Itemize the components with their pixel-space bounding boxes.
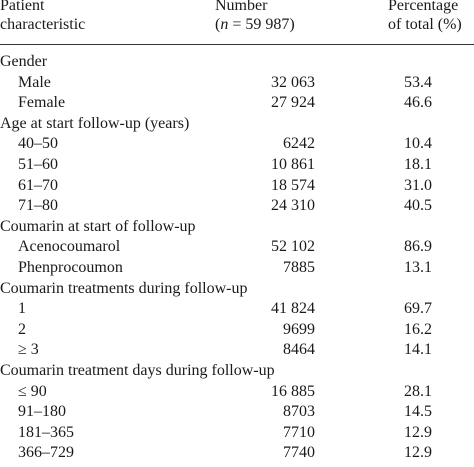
row-number: 16 885 — [271, 382, 315, 400]
row-label: ≤ 90 — [18, 382, 47, 400]
row-label: Phenprocoumon — [18, 259, 123, 276]
row-percentage: 28.1 — [404, 382, 432, 400]
row-label: 51–60 — [18, 156, 58, 173]
section-title: Coumarin at start of follow-up — [0, 217, 196, 235]
row-number: 32 063 — [271, 73, 315, 91]
row-label: 71–80 — [18, 197, 58, 215]
header-text: ( — [215, 16, 221, 33]
row-percentage: 10.4 — [404, 135, 432, 153]
row-label: ≥ 3 — [18, 341, 39, 359]
row-label: Acenocoumarol — [18, 238, 121, 256]
row-percentage: 12.9 — [404, 423, 432, 441]
row-percentage: 14.5 — [404, 403, 432, 421]
row-number: 7885 — [283, 259, 315, 276]
row-label: ≥ 730 — [18, 464, 55, 467]
header-label: Patient — [0, 0, 45, 14]
row-label: 181–365 — [18, 423, 74, 441]
row-number: 24 310 — [271, 197, 315, 215]
row-percentage: 46.6 — [404, 94, 432, 112]
row-number: 52 102 — [271, 238, 315, 256]
header-label: of total (%) — [388, 16, 462, 33]
row-label: Female — [18, 94, 66, 112]
row-number: 27 924 — [271, 94, 315, 112]
row-percentage: 31.6 — [404, 464, 432, 467]
row-percentage: 86.9 — [404, 238, 432, 256]
header-label: Number — [215, 0, 268, 14]
row-number: 18 574 — [271, 176, 315, 194]
row-percentage: 18.1 — [404, 156, 432, 173]
row-percentage: 31.0 — [404, 176, 432, 194]
row-label: 1 — [18, 300, 26, 318]
row-label: 366–729 — [18, 444, 74, 462]
section-title: Age at start follow-up (years) — [0, 114, 190, 132]
row-number: 8464 — [283, 341, 315, 359]
row-number: 7710 — [283, 423, 315, 441]
row-label: Male — [18, 73, 51, 91]
row-label: 40–50 — [18, 135, 58, 153]
section-title: Coumarin treatment days during follow-up — [0, 362, 275, 379]
row-percentage: 12.9 — [404, 444, 432, 462]
section-title: Coumarin treatments during follow-up — [0, 279, 248, 297]
header-label: (n = 59 987) — [215, 15, 295, 35]
header-text: = 59 987) — [228, 16, 295, 33]
row-number: 9699 — [283, 320, 315, 338]
row-percentage: 14.1 — [404, 341, 432, 359]
section-title: Gender — [0, 53, 48, 70]
header-label: Percentage — [388, 0, 459, 14]
header-label: characteristic — [0, 16, 86, 33]
row-number: 41 824 — [271, 300, 315, 318]
row-percentage: 69.7 — [404, 300, 432, 318]
row-percentage: 40.5 — [404, 197, 432, 215]
header-rule — [0, 44, 474, 45]
header-symbol: n — [220, 16, 229, 33]
row-label: 2 — [18, 320, 26, 338]
row-number: 10 861 — [271, 156, 315, 173]
row-percentage: 13.1 — [404, 259, 432, 276]
row-percentage: 16.2 — [404, 320, 432, 338]
row-label: 91–180 — [18, 403, 66, 421]
row-percentage: 53.4 — [404, 73, 432, 91]
row-number: 7740 — [283, 444, 315, 462]
row-label: 61–70 — [18, 176, 58, 194]
row-number: 6242 — [283, 135, 315, 153]
row-number: 8703 — [283, 403, 315, 421]
row-number: 18 934 — [271, 464, 315, 467]
